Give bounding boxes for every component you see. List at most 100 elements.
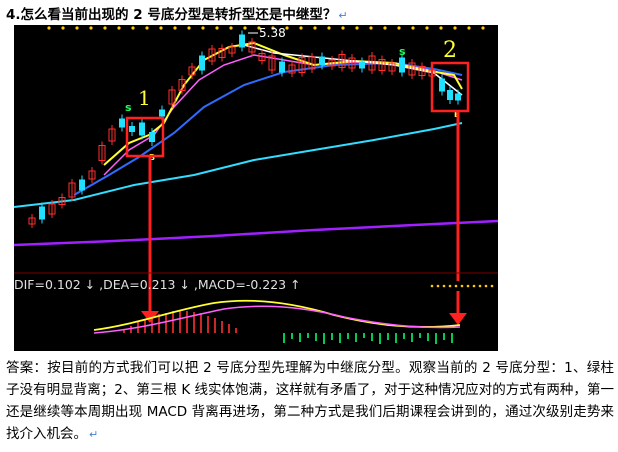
- macd-histogram: [123, 311, 453, 344]
- candle-body: [139, 122, 145, 136]
- candle-body: [447, 90, 453, 100]
- arrow-1-head: [141, 311, 159, 323]
- candle-body: [328, 59, 336, 67]
- paragraph-mark-2: ↵: [89, 428, 99, 441]
- indicator-dot: [448, 284, 452, 288]
- candle-body: [279, 61, 285, 73]
- paragraph-mark: ↵: [338, 9, 348, 22]
- indicator-dot: [430, 284, 434, 288]
- candle-body: [308, 56, 316, 70]
- answer-paragraph: 答案：按目前的方式我们可以把 2 号底分型先理解为中继底分型。观察当前的 2 号…: [6, 360, 614, 442]
- candle-body: [455, 93, 461, 101]
- candle-body: [199, 55, 205, 71]
- signal-dot: [341, 26, 345, 30]
- signal-dot: [313, 26, 317, 30]
- candle-body: [48, 203, 56, 215]
- signal-dot: [397, 26, 401, 30]
- candlesticks: [28, 30, 461, 228]
- signal-dot: [467, 26, 471, 30]
- chart-background: [14, 25, 498, 351]
- candle-body: [58, 197, 66, 205]
- signal-dot: [271, 26, 275, 30]
- indicator-dot: [490, 284, 494, 288]
- signal-dot: [117, 26, 121, 30]
- indicator-dots: [430, 284, 494, 288]
- signal-dot: [61, 26, 65, 30]
- indicator-dot: [442, 284, 446, 288]
- candle-body: [288, 64, 296, 74]
- candle-body: [68, 182, 76, 198]
- signal-dot: [75, 26, 79, 30]
- question-title: 4.怎么看当前出现的 2 号底分型是转折型还是中继型？ ↵: [6, 7, 348, 23]
- signal-dot: [215, 26, 219, 30]
- price-label: 5.38: [259, 26, 286, 40]
- signal-dot: [131, 26, 135, 30]
- candle-body: [368, 55, 376, 71]
- b-label-1: B: [149, 153, 155, 162]
- candle-body: [248, 41, 256, 53]
- candle-body: [228, 46, 236, 54]
- indicator-dot: [472, 284, 476, 288]
- signal-dot: [145, 26, 149, 30]
- candle-body: [188, 66, 196, 76]
- candle-body: [359, 61, 365, 69]
- ma-cyan-line: [14, 122, 463, 208]
- candle-body: [408, 62, 416, 76]
- indicator-dot: [466, 284, 470, 288]
- candle-body: [388, 62, 396, 72]
- arrow-2-head: [449, 313, 467, 325]
- signal-dot: [453, 26, 457, 30]
- candle-body: [159, 109, 165, 117]
- marker-1: 1: [138, 86, 151, 110]
- candle-body: [98, 145, 106, 161]
- macd-dea-line: [93, 305, 461, 334]
- signal-dot: [173, 26, 177, 30]
- signal-dot: [243, 26, 247, 30]
- candle-body: [298, 57, 306, 73]
- candle-body: [39, 206, 45, 220]
- candle-body: [258, 53, 266, 61]
- macd-indicator-text: DIF=0.102 ↓ ,DEA=0.213 ↓ ,MACD=-0.223 ↑: [14, 277, 301, 292]
- signal-dot: [439, 26, 443, 30]
- signal-dot: [355, 26, 359, 30]
- indicator-dot: [460, 284, 464, 288]
- indicator-dot: [436, 284, 440, 288]
- indicator-dot: [454, 284, 458, 288]
- signal-dot: [187, 26, 191, 30]
- candle-body: [239, 34, 245, 48]
- candle-body: [338, 54, 346, 68]
- s-label-2: s: [399, 45, 406, 58]
- candle-body: [348, 57, 356, 69]
- signal-dot: [327, 26, 331, 30]
- s-label-1: s: [125, 101, 132, 114]
- candle-body: [129, 126, 135, 132]
- top-signal-dots: [47, 26, 485, 30]
- candle-body: [218, 48, 226, 58]
- candle-body: [28, 217, 36, 225]
- candle-body: [108, 128, 116, 142]
- signal-dot: [383, 26, 387, 30]
- candle-body: [399, 57, 405, 73]
- indicator-dot: [478, 284, 482, 288]
- candle-body: [178, 79, 186, 91]
- candle-body: [319, 56, 325, 66]
- signal-dot: [425, 26, 429, 30]
- signal-dot: [257, 26, 261, 30]
- signal-dot: [411, 26, 415, 30]
- candle-body: [119, 118, 125, 128]
- signal-dot: [201, 26, 205, 30]
- ma-purple-line: [14, 219, 498, 247]
- signal-dot: [285, 26, 289, 30]
- ma-white-line: [243, 44, 463, 96]
- signal-dot: [229, 26, 233, 30]
- candle-body: [79, 179, 85, 191]
- candle-body: [378, 59, 386, 71]
- bottom-fractal-box-1: [125, 116, 165, 158]
- signal-dot: [47, 26, 51, 30]
- bottom-fractal-box-2: [430, 61, 470, 113]
- ma-yellow-line: [103, 41, 463, 166]
- signal-dot: [481, 26, 485, 30]
- signal-dot: [369, 26, 373, 30]
- candle-body: [418, 66, 426, 76]
- signal-dot: [159, 26, 163, 30]
